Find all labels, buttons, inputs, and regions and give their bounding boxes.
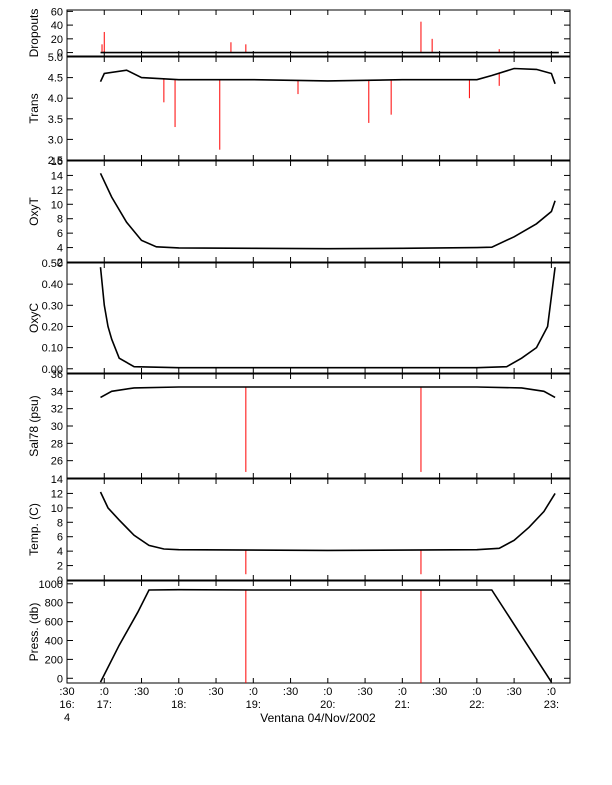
y-tick-label-temp: 12 [51, 488, 63, 500]
x-tick-label-hour: 18: [171, 699, 186, 711]
y-axis-label-trans: Trans [27, 93, 41, 123]
x-tick-label: :0 [323, 686, 332, 698]
x-tick-label: :0 [547, 686, 556, 698]
series-line-trans [99, 67, 556, 85]
y-tick-label-temp: 2 [57, 561, 63, 573]
panel-frame-dropouts [66, 9, 571, 57]
panel-frame-sal78 [66, 373, 571, 479]
x-tick-label-hour: 17: [97, 699, 112, 711]
x-tick-label-hour: 16: [59, 699, 74, 711]
y-tick-label-oxyt: 14 [51, 170, 63, 182]
y-tick-label-oxyc: 0.10 [42, 343, 63, 355]
y-tick-label-temp: 4 [57, 546, 63, 558]
y-tick-label-trans: 4.5 [48, 73, 63, 85]
y-tick-label-oxyt: 6 [57, 228, 63, 240]
x-tick-label: :0 [100, 686, 109, 698]
y-tick-label-temp: 6 [57, 532, 63, 544]
y-tick-label-sal78: 32 [51, 404, 63, 416]
y-tick-label-trans: 3.0 [48, 134, 63, 146]
y-tick-label-trans: 2.5 [48, 155, 63, 167]
y-tick-label-press: 400 [45, 636, 63, 648]
y-tick-label-press: 600 [45, 617, 63, 629]
y-tick-label-oxyc: 0.30 [42, 300, 63, 312]
y-tick-label-temp: 0 [57, 575, 63, 587]
y-tick-label-dropouts: 40 [51, 20, 63, 32]
x-tick-label: :30 [432, 686, 447, 698]
x-tick-label: :0 [249, 686, 258, 698]
y-axis-label-temp: Temp. (C) [27, 503, 41, 556]
x-tick-label: :0 [398, 686, 407, 698]
y-tick-label-oxyc: 0.20 [42, 321, 63, 333]
y-tick-label-dropouts: 60 [51, 6, 63, 18]
panel-frame-temp [66, 478, 571, 581]
panel-frame-trans [66, 56, 571, 161]
series-line-sal78 [100, 386, 556, 399]
y-tick-label-sal78: 28 [51, 438, 63, 450]
x-tick-label-hour: 21: [395, 699, 410, 711]
x-tick-label-hour: 20: [320, 699, 335, 711]
x-axis-title: Ventana 04/Nov/2002 [260, 711, 376, 725]
y-tick-label-oxyt: 16 [51, 156, 63, 168]
x-tick-label: :0 [174, 686, 183, 698]
y-tick-label-temp: 8 [57, 517, 63, 529]
y-tick-label-oxyt: 10 [51, 199, 63, 211]
x-tick-label-day: 4 [64, 712, 70, 724]
y-axis-label-press: Press. (db) [27, 603, 41, 662]
x-tick-label-hour: 23: [544, 699, 559, 711]
panel-frame-oxyt [66, 160, 571, 263]
series-line-press [99, 588, 553, 683]
y-tick-label-press: 0 [57, 673, 63, 685]
y-tick-label-temp: 10 [51, 503, 63, 515]
x-tick-label: :30 [59, 686, 74, 698]
x-tick-label: :30 [283, 686, 298, 698]
x-tick-label: :30 [208, 686, 223, 698]
x-tick-label-hour: 19: [246, 699, 261, 711]
y-tick-label-sal78: 30 [51, 421, 63, 433]
y-axis-label-sal78: Sal78 (psu) [27, 395, 41, 456]
y-tick-label-oxyc: 0.50 [42, 258, 63, 270]
y-tick-label-sal78: 26 [51, 456, 63, 468]
y-tick-label-oxyt: 8 [57, 214, 63, 226]
y-tick-label-oxyt: 2 [57, 257, 63, 269]
panel-frame-oxyc [66, 262, 571, 374]
y-axis-label-oxyt: OxyT [27, 197, 41, 226]
y-tick-label-oxyt: 12 [51, 185, 63, 197]
y-tick-label-sal78: 34 [51, 386, 63, 398]
series-line-oxyt [99, 172, 556, 250]
y-tick-label-press: 1000 [39, 579, 63, 591]
y-tick-label-oxyt: 4 [57, 243, 63, 255]
y-tick-label-trans: 3.5 [48, 114, 63, 126]
x-tick-label: :30 [506, 686, 521, 698]
panel-frame-press [66, 580, 571, 684]
x-tick-label: :0 [472, 686, 481, 698]
x-tick-label-hour: 22: [469, 699, 484, 711]
y-axis-label-oxyc: OxyC [27, 303, 41, 333]
y-tick-label-dropouts: 0 [57, 48, 63, 60]
series-line-temp [99, 491, 556, 552]
y-tick-label-temp: 14 [51, 474, 63, 486]
y-tick-label-oxyc: 0.40 [42, 279, 63, 291]
y-tick-label-press: 800 [45, 598, 63, 610]
y-tick-label-dropouts: 20 [51, 34, 63, 46]
y-tick-label-press: 200 [45, 654, 63, 666]
y-axis-label-dropouts: Dropouts [27, 9, 41, 58]
y-tick-label-trans: 4.0 [48, 93, 63, 105]
series-line-oxyc [99, 267, 556, 369]
x-tick-label: :30 [134, 686, 149, 698]
x-tick-label: :30 [357, 686, 372, 698]
y-tick-label-oxyc: 0.00 [42, 364, 63, 376]
y-tick-label-trans: 5.0 [48, 52, 63, 64]
y-tick-label-sal78: 36 [51, 369, 63, 381]
